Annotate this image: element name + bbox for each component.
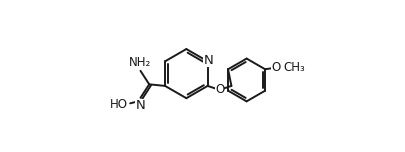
Text: O: O [214, 83, 224, 96]
Text: N: N [203, 54, 213, 67]
Text: CH₃: CH₃ [283, 61, 305, 74]
Text: O: O [271, 61, 280, 74]
Text: N: N [135, 99, 145, 112]
Text: HO: HO [109, 98, 128, 111]
Text: NH₂: NH₂ [128, 56, 151, 69]
